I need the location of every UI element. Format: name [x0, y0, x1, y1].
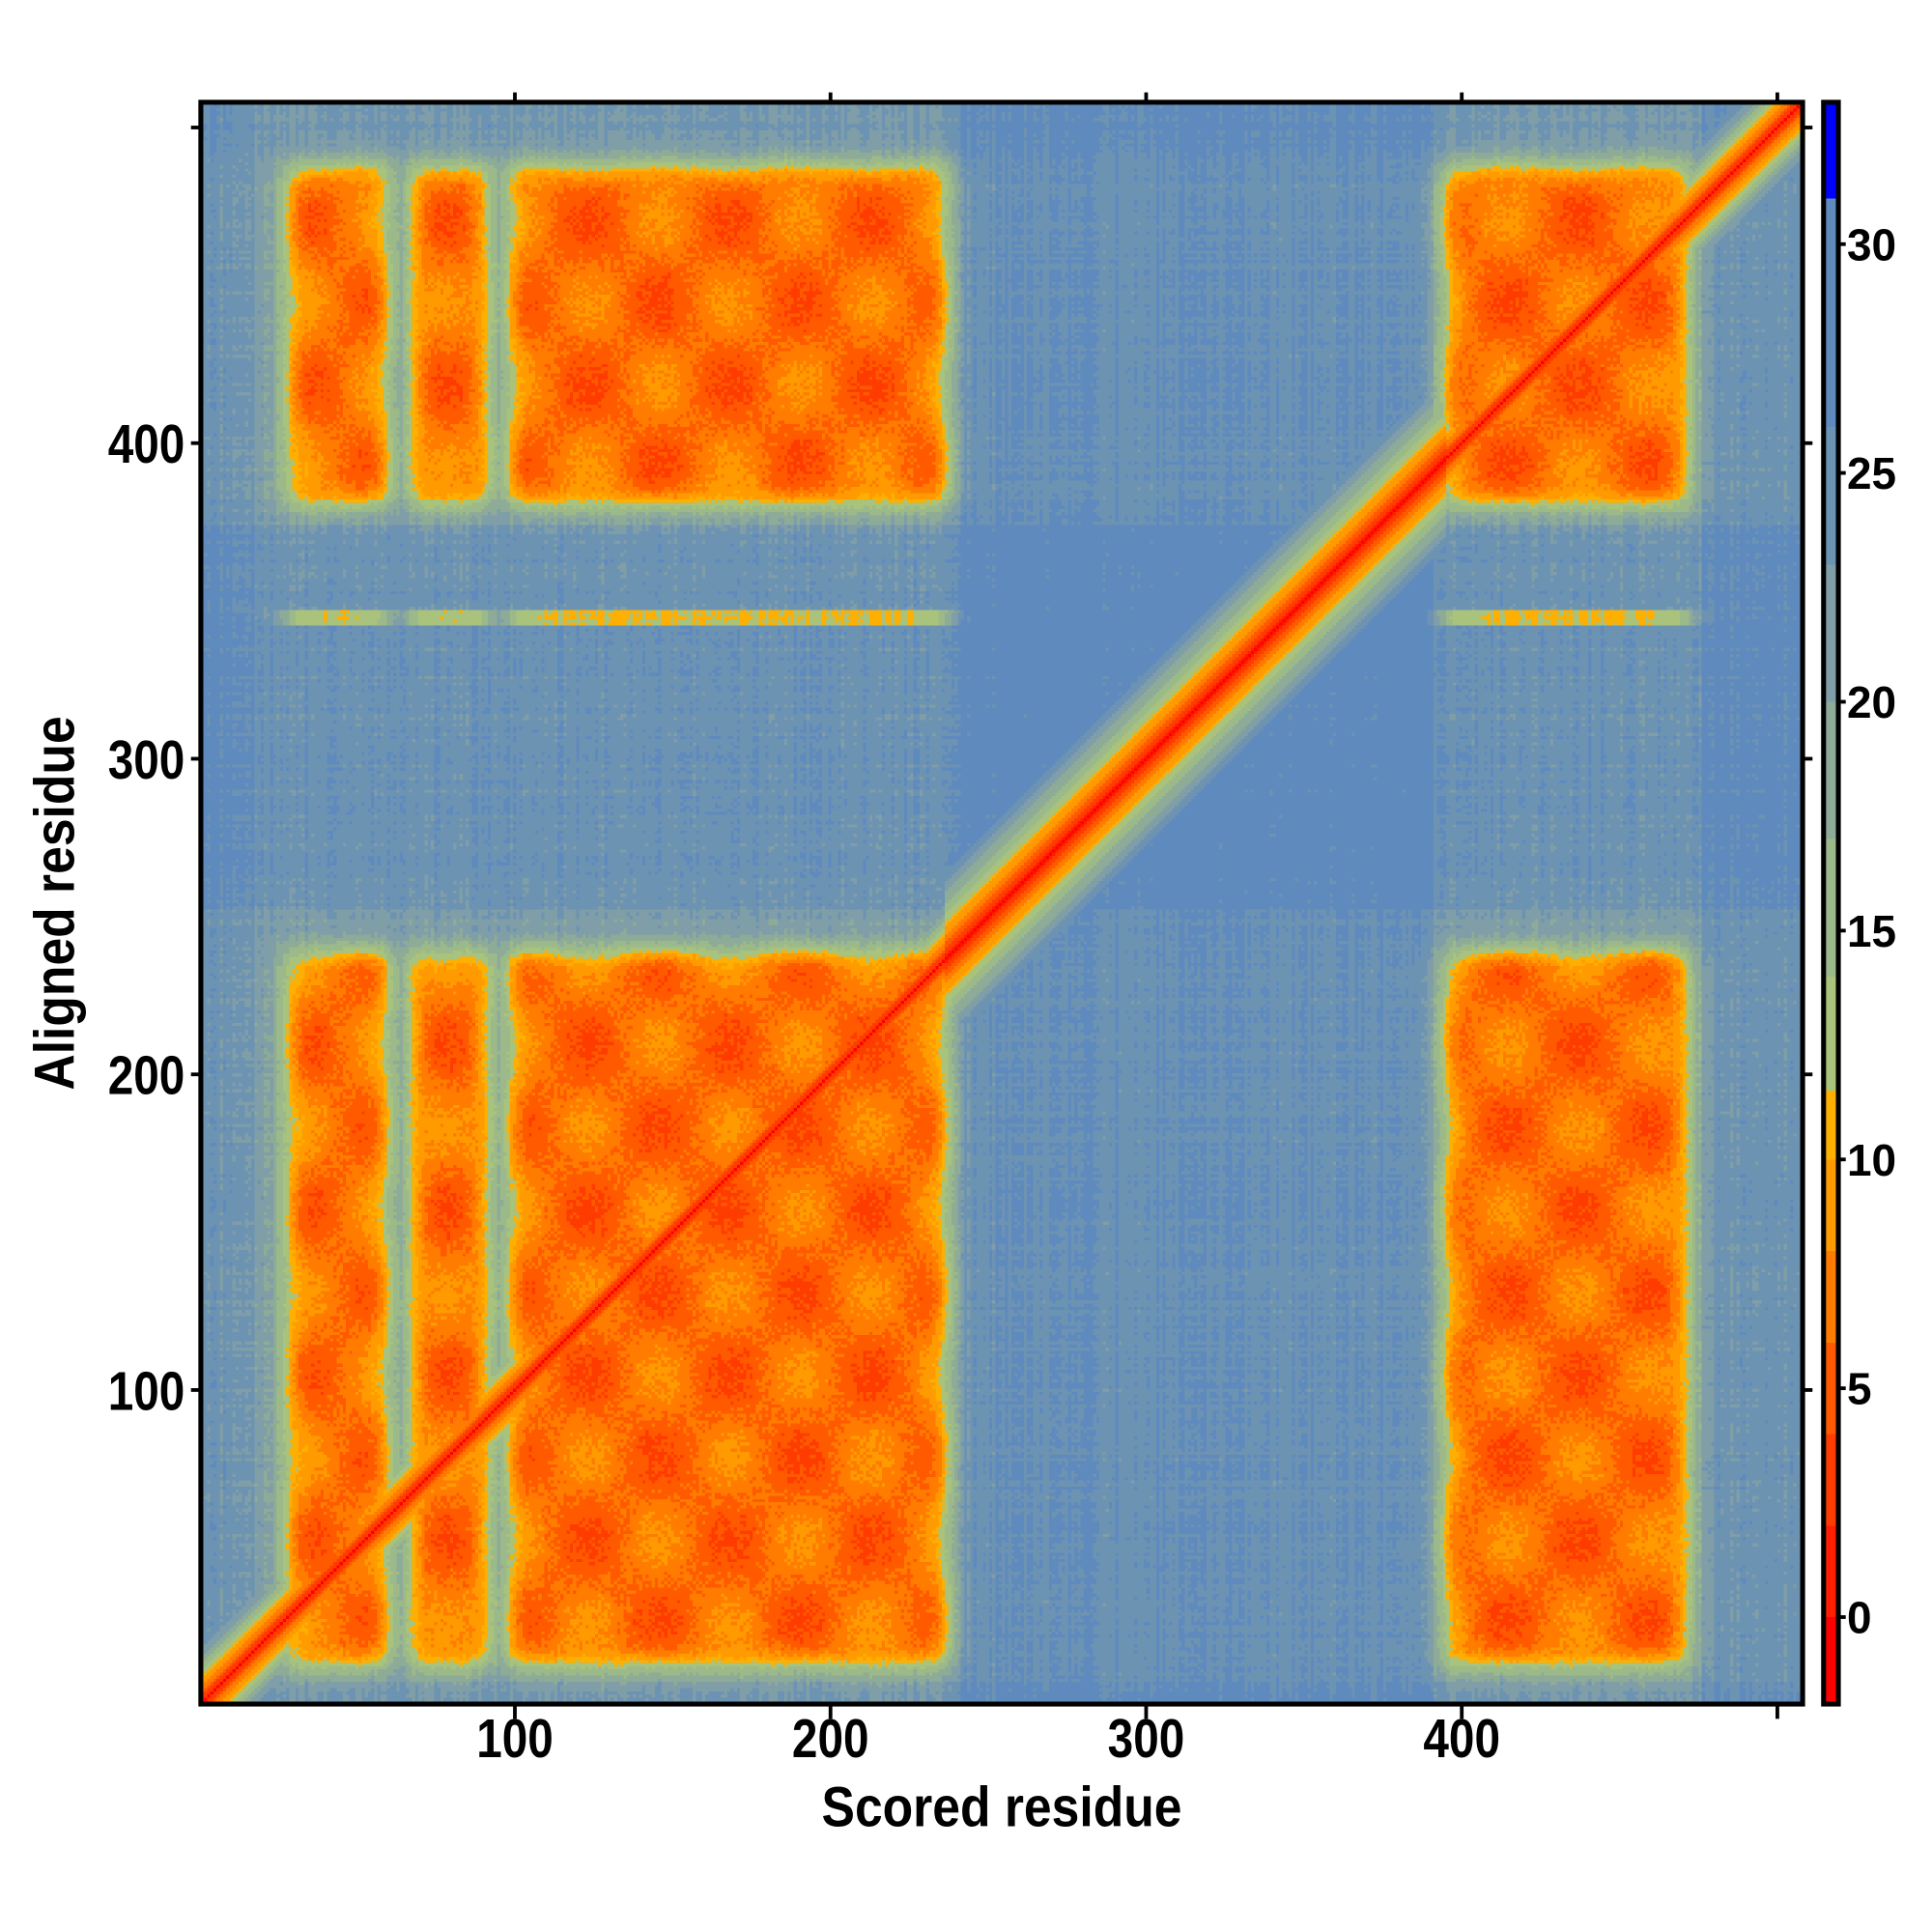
- colorbar-tick-label: 25: [1847, 448, 1896, 498]
- y-axis-label: Aligned residue: [22, 716, 86, 1090]
- x-axis-label: Scored residue: [822, 1775, 1182, 1838]
- colorbar-tick-label: 10: [1847, 1135, 1896, 1185]
- colorbar: [1823, 101, 1839, 1705]
- colorbar-tick-label: 30: [1847, 219, 1896, 270]
- colorbar-tick-label: 15: [1847, 906, 1896, 956]
- y-tick-label: 300: [108, 730, 185, 790]
- colorbar-tick-label: 0: [1847, 1593, 1872, 1643]
- x-tick-label: 400: [1423, 1709, 1500, 1769]
- y-tick-label: 400: [108, 415, 185, 475]
- x-tick-label: 200: [792, 1709, 869, 1769]
- y-tick-label: 100: [108, 1362, 185, 1422]
- colorbar-ticks: 0 5 10 15 20 25 30: [1838, 219, 1896, 1643]
- colorbar-tick-label: 20: [1847, 677, 1896, 727]
- x-tick-label: 300: [1108, 1709, 1185, 1769]
- colorbar-frame: [1821, 99, 1841, 1707]
- x-axis-ticks: 100 200 300 400: [476, 92, 1779, 1770]
- pae-heatmap: [200, 101, 1804, 1705]
- plot-frame: [198, 99, 1805, 1707]
- y-tick-label: 200: [108, 1046, 185, 1106]
- colorbar-tick-label: 5: [1847, 1364, 1872, 1414]
- y-axis-ticks: 100 200 300 400: [108, 126, 1813, 1422]
- x-tick-label: 100: [476, 1709, 554, 1769]
